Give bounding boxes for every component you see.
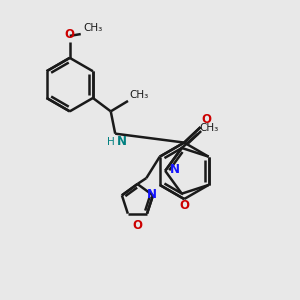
Text: O: O [132,219,142,232]
Text: H: H [107,137,115,147]
Text: CH₃: CH₃ [129,90,148,100]
Text: N: N [170,163,180,176]
Text: N: N [147,188,157,201]
Text: CH₃: CH₃ [83,23,102,33]
Text: CH₃: CH₃ [199,122,219,133]
Text: O: O [65,28,75,41]
Text: O: O [180,199,190,212]
Text: O: O [202,113,212,126]
Text: N: N [117,135,127,148]
